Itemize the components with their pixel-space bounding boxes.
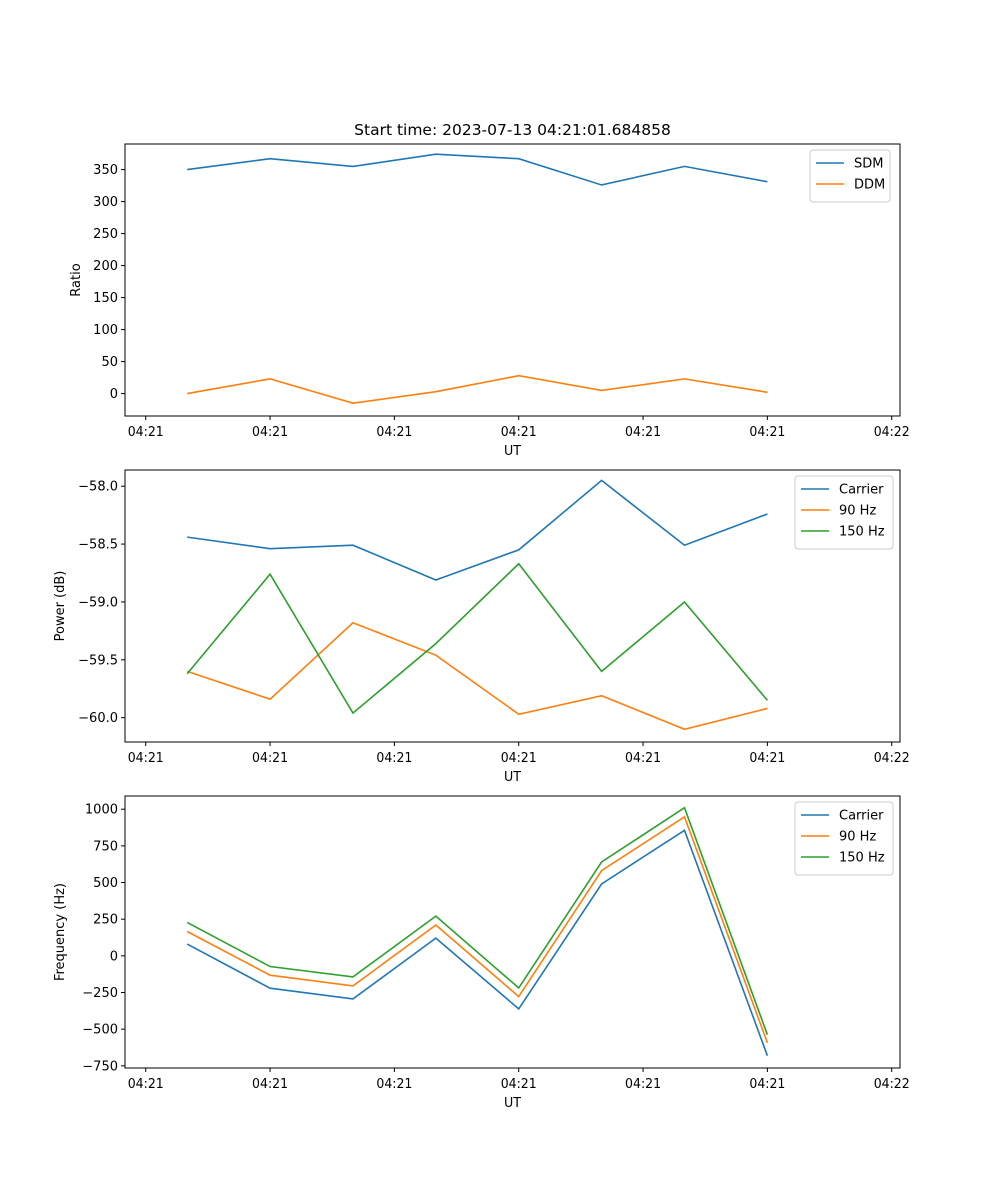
legend-label: 150 Hz: [839, 525, 885, 540]
y-tick-label: 300: [93, 195, 118, 210]
plot-area: [125, 470, 900, 742]
power-panel: −60.0 −59.5 −59.0 −58.5 −58.0 04:21 04:21 04:21…: [53, 469, 910, 785]
axes-frame: [124, 795, 901, 1069]
legend-label: DDM: [854, 178, 885, 193]
x-tick-label: 04:21: [376, 1077, 412, 1092]
frequency-panel: −750 −500 −250 0 250 500 750 1000 04:21 04:21 04:2…: [53, 795, 910, 1111]
legend-label: 90 Hz: [839, 830, 876, 845]
legend: Carrier 90 Hz 150 Hz: [794, 475, 894, 550]
y-tick-label: 0: [110, 387, 118, 402]
y-tick-label: 100: [93, 323, 118, 338]
series-line-150-hz: [186, 806, 769, 1035]
chart-title: Start time: 2023-07-13 04:21:01.684858: [354, 121, 671, 139]
x-tick-label: 04:21: [501, 1077, 537, 1092]
x-axis-label: UT: [504, 1096, 521, 1111]
series-line-sdm: [187, 153, 768, 186]
y-axis-label: Power (dB): [53, 571, 68, 642]
legend-label: 90 Hz: [839, 504, 876, 519]
y-tick-label: 150: [93, 291, 118, 306]
y-tick-label: 500: [93, 876, 118, 891]
x-axis-label: UT: [504, 770, 521, 785]
x-tick-label: 04:22: [874, 1077, 910, 1092]
series-line-carrier: [187, 479, 768, 581]
y-tick-label: 200: [93, 259, 118, 274]
x-tick-label: 04:21: [749, 1077, 785, 1092]
x-tick-label: 04:21: [749, 751, 785, 766]
series-line-90-hz: [186, 815, 769, 1044]
y-tick-label: −500: [82, 1023, 118, 1038]
axes-frame: [124, 143, 901, 417]
y-tick-label: −58.5: [78, 538, 118, 553]
y-tick-label: 50: [101, 355, 118, 370]
y-tick-label: −250: [82, 986, 118, 1001]
x-tick-label: 04:21: [128, 1077, 164, 1092]
series-line-carrier: [186, 829, 769, 1056]
y-tick-label: 350: [93, 163, 118, 178]
y-tick-label: 250: [93, 227, 118, 242]
axes-frame: [124, 469, 901, 743]
plot-area: [125, 144, 900, 416]
y-tick-label: 1000: [85, 803, 118, 818]
series-line-90-hz: [186, 621, 768, 731]
y-axis-label: Ratio: [69, 263, 84, 296]
x-tick-label: 04:22: [874, 751, 910, 766]
series-line-150-hz: [186, 562, 768, 715]
x-axis-label: UT: [504, 444, 521, 459]
ratio-panel: 0 50 100 150 200 250 300 350 04:21 04:21 04:21 04:2…: [69, 143, 910, 459]
legend-label: 150 Hz: [839, 851, 885, 866]
y-tick-label: 250: [93, 913, 118, 928]
x-tick-label: 04:21: [501, 751, 537, 766]
y-tick-label: 750: [93, 839, 118, 854]
legend-label: Carrier: [839, 809, 884, 824]
x-tick-label: 04:21: [376, 425, 412, 440]
y-axis-label: Frequency (Hz): [53, 883, 68, 981]
x-tick-label: 04:21: [625, 1077, 661, 1092]
x-tick-label: 04:21: [252, 1077, 288, 1092]
series-line-ddm: [187, 374, 768, 405]
x-tick-label: 04:21: [252, 425, 288, 440]
x-tick-label: 04:22: [874, 425, 910, 440]
y-tick-label: −58.0: [78, 480, 118, 495]
y-tick-label: −750: [82, 1059, 118, 1074]
y-tick-label: −59.0: [78, 595, 118, 610]
legend-label: Carrier: [839, 483, 884, 498]
x-tick-label: 04:21: [625, 425, 661, 440]
legend: SDM DDM: [809, 149, 891, 203]
x-tick-label: 04:21: [128, 425, 164, 440]
x-tick-label: 04:21: [376, 751, 412, 766]
x-tick-label: 04:21: [128, 751, 164, 766]
x-tick-label: 04:21: [625, 751, 661, 766]
legend: Carrier 90 Hz 150 Hz: [794, 801, 894, 876]
x-tick-label: 04:21: [252, 751, 288, 766]
y-tick-label: −59.5: [78, 653, 118, 668]
y-tick-label: 0: [110, 949, 118, 964]
plot-area: [125, 796, 900, 1068]
y-tick-label: −60.0: [78, 711, 118, 726]
legend-label: SDM: [854, 157, 883, 172]
x-tick-label: 04:21: [749, 425, 785, 440]
x-tick-label: 04:21: [501, 425, 537, 440]
